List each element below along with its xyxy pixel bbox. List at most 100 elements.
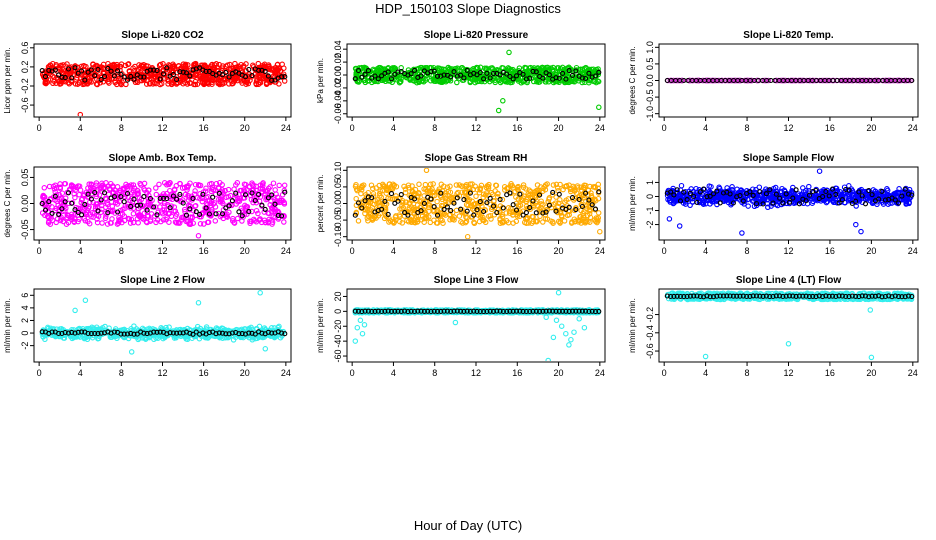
black-point [418, 208, 424, 214]
data-point [388, 66, 395, 73]
data-point [375, 212, 382, 219]
black-point [134, 202, 140, 208]
black-point [879, 188, 885, 194]
y-axis-label: degrees C per min. [3, 169, 12, 237]
data-point [391, 182, 398, 188]
data-point [572, 187, 578, 194]
black-point [687, 190, 693, 196]
data-point [89, 209, 96, 216]
black-point [265, 195, 271, 201]
data-point [208, 207, 215, 213]
data-point [554, 185, 561, 191]
black-point [79, 212, 85, 218]
data-point [190, 220, 196, 226]
data-point [531, 193, 538, 199]
data-point [99, 180, 105, 187]
black-point [88, 67, 94, 73]
data-point [526, 65, 532, 71]
black-point [62, 199, 68, 205]
data-point [94, 216, 100, 222]
data-point [741, 77, 748, 84]
data-point [382, 78, 389, 85]
data-point [493, 67, 500, 74]
data-point [262, 188, 269, 194]
data-point [143, 81, 150, 87]
black-point [806, 192, 812, 198]
outlier-point [853, 221, 859, 228]
black-point [154, 68, 160, 74]
black-point [579, 75, 585, 81]
data-points [664, 77, 915, 84]
outlier-point [676, 223, 683, 229]
y-tick-label: -0.10 [333, 226, 343, 247]
y-tick-label: 2 [20, 318, 30, 323]
data-point [736, 189, 742, 195]
data-point [277, 197, 283, 204]
black-point [500, 205, 506, 211]
x-tick-label: 12 [157, 368, 167, 378]
data-point [69, 216, 75, 223]
data-point [102, 195, 109, 202]
black-point [418, 73, 424, 79]
outlier-point [739, 230, 745, 236]
data-point [141, 186, 147, 192]
data-point [800, 189, 807, 195]
black-point [39, 200, 45, 207]
data-point [824, 77, 830, 84]
data-point [86, 220, 93, 227]
black-point [770, 200, 776, 206]
black-point [773, 191, 779, 197]
data-point [249, 337, 256, 343]
data-point [72, 81, 79, 87]
black-point [355, 68, 362, 74]
data-point [181, 206, 188, 213]
data-point [396, 218, 403, 225]
data-point [513, 218, 520, 225]
black-point [183, 212, 190, 218]
black-point [246, 209, 252, 215]
black-point [461, 75, 467, 81]
x-tick-label: 24 [281, 246, 291, 256]
data-point [180, 215, 187, 221]
data-point [131, 191, 138, 198]
black-point [474, 72, 480, 78]
black-point [691, 193, 697, 200]
black-point [586, 197, 592, 203]
data-point [140, 216, 146, 222]
black-point [359, 74, 365, 80]
data-point [238, 187, 245, 194]
data-point [372, 78, 378, 85]
black-point [487, 195, 493, 201]
data-point [233, 201, 239, 207]
black-point [121, 74, 127, 80]
data-point [542, 216, 549, 222]
data-point [901, 194, 908, 200]
black-point [458, 72, 464, 78]
data-point [513, 194, 519, 200]
data-point [517, 202, 524, 209]
data-point [212, 204, 219, 210]
data-point [901, 197, 907, 203]
data-point [676, 191, 683, 198]
black-point [187, 73, 193, 79]
x-tick-label: 8 [119, 368, 124, 378]
black-point [583, 75, 589, 82]
x-tick-label: 0 [662, 123, 667, 133]
black-point [882, 197, 888, 203]
data-point [126, 216, 133, 222]
data-point [467, 188, 473, 194]
black-point [464, 208, 470, 214]
data-point [248, 324, 254, 331]
black-point [174, 76, 180, 83]
y-axis-label: ml/min per min. [3, 298, 12, 353]
data-points [39, 60, 288, 116]
black-point [85, 191, 91, 197]
black-point [520, 212, 526, 218]
data-point [442, 195, 449, 202]
black-point [42, 207, 49, 213]
x-tick-label: 24 [595, 123, 605, 133]
y-tick-label: 1 [645, 180, 655, 185]
data-point [150, 81, 156, 87]
black-point [206, 68, 212, 74]
black-point [458, 206, 464, 212]
